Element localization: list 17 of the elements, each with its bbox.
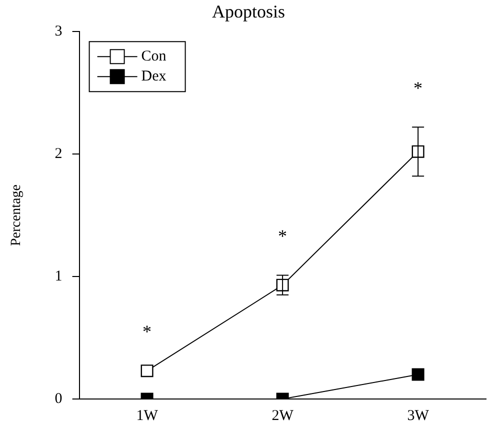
x-tick-label: 2W (272, 408, 294, 424)
y-tick-label: 0 (54, 390, 62, 407)
annotation: * (142, 322, 152, 342)
annotation: * (278, 226, 288, 246)
annotation: * (414, 78, 423, 98)
chart-title: Apoptosis (212, 2, 286, 22)
y-tick-label: 2 (54, 146, 62, 162)
x-tick-label: 1W (136, 408, 159, 424)
point (140, 364, 154, 378)
y-tick-label: 1 (54, 268, 62, 284)
x-tick-label: 3W (407, 408, 430, 424)
y-tick-label: 3 (54, 24, 62, 40)
point (412, 368, 424, 381)
legend-label: Dex (141, 68, 167, 85)
legend-label: Con (141, 48, 167, 65)
y-axis-title: Percentage (9, 184, 24, 246)
point (412, 145, 424, 158)
